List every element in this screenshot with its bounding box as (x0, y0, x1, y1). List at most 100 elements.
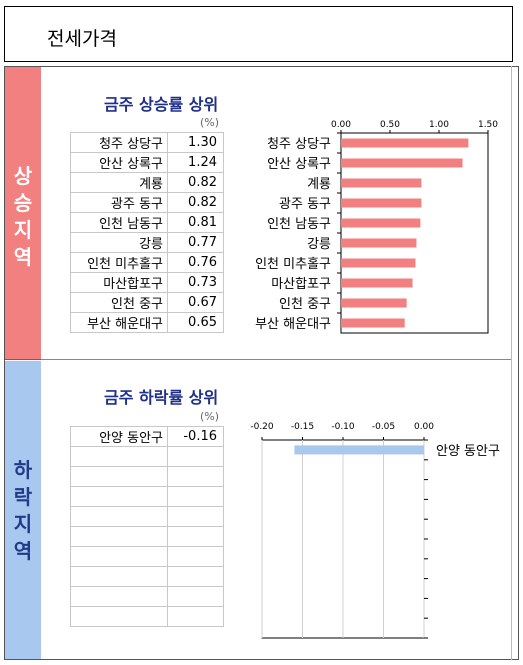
bar (341, 278, 413, 288)
table-row-empty (70, 606, 224, 627)
page-title-box: 전세가격 (4, 6, 513, 62)
table-row: 안산 상록구 1.24 (70, 152, 224, 173)
rise-table: 청주 상당구 1.30 안산 상록구 1.24 계룡 0.82 광주 동구 0.82 인천 남동… (70, 132, 224, 333)
band-label-char: 하 (13, 458, 33, 482)
category-label: 인천 미추홀구 (255, 257, 331, 272)
region-cell: 안산 상록구 (70, 152, 168, 173)
table-row-empty (70, 506, 224, 527)
table-row: 계룡 0.82 (70, 172, 224, 193)
category-label: 강릉 (307, 237, 331, 252)
x-tick-label: -0.15 (291, 422, 314, 432)
value-cell (167, 526, 224, 547)
region-cell (70, 546, 168, 567)
rise-section-title: 금주 상승률 상위 (104, 95, 219, 114)
category-label: 안산 상록구 (267, 157, 331, 172)
table-row-empty (70, 586, 224, 607)
category-label: 안양 동안구 (436, 444, 500, 459)
value-cell: 0.81 (167, 212, 224, 233)
bar (341, 298, 407, 308)
bar (341, 158, 463, 168)
table-row-empty (70, 466, 224, 487)
table-row: 인천 중구 0.67 (70, 292, 224, 313)
value-cell: 0.73 (167, 272, 224, 293)
x-tick-label: 0.50 (380, 120, 400, 130)
band-label-char: 지 (13, 512, 33, 536)
category-label: 계룡 (307, 177, 331, 192)
value-cell: 1.24 (167, 152, 224, 173)
fall-unit: (%) (200, 410, 220, 423)
page-title: 전세가격 (47, 28, 117, 50)
table-row: 마산합포구 0.73 (70, 272, 224, 293)
table-row: 강릉 0.77 (70, 232, 224, 253)
region-cell (70, 606, 168, 627)
region-cell: 마산합포구 (70, 272, 168, 293)
value-cell: 0.65 (167, 312, 224, 333)
table-row: 부산 해운대구 0.65 (70, 312, 224, 333)
value-cell: 0.82 (167, 192, 224, 213)
bar (341, 138, 469, 148)
section-divider (41, 359, 511, 360)
table-row-empty (70, 566, 224, 587)
table-row: 인천 미추홀구 0.76 (70, 252, 224, 273)
category-label: 광주 동구 (279, 197, 331, 212)
bar (341, 238, 417, 248)
bar (294, 445, 424, 455)
category-label: 청주 상당구 (267, 137, 331, 152)
table-row: 청주 상당구 1.30 (70, 132, 224, 153)
x-tick-label: 0.00 (414, 422, 434, 432)
value-cell (167, 566, 224, 587)
bar (341, 218, 421, 228)
rise-unit: (%) (200, 116, 220, 129)
region-cell: 광주 동구 (70, 192, 168, 213)
fall-table: 안양 동안구 -0.16 (70, 426, 224, 627)
table-row: 안양 동안구 -0.16 (70, 426, 224, 447)
value-cell (167, 466, 224, 487)
value-cell: -0.16 (167, 426, 224, 447)
table-row-empty (70, 546, 224, 567)
category-label: 인천 남동구 (267, 217, 331, 232)
region-cell: 강릉 (70, 232, 168, 253)
table-row-empty (70, 486, 224, 507)
region-cell (70, 466, 168, 487)
content-frame (4, 66, 519, 660)
bar (341, 258, 416, 268)
fall-section-title: 금주 하락률 상위 (104, 388, 219, 407)
category-label: 부산 해운대구 (255, 317, 331, 332)
region-cell: 인천 남동구 (70, 212, 168, 233)
table-row: 광주 동구 0.82 (70, 192, 224, 213)
band-label-char: 역 (13, 245, 33, 269)
band-label-char: 역 (13, 539, 33, 563)
category-label: 마산합포구 (271, 277, 331, 292)
fall-chart: -0.20 -0.15 -0.10 -0.05 0.00 안양 동안구 (250, 422, 500, 639)
region-cell: 계룡 (70, 172, 168, 193)
region-cell (70, 446, 168, 467)
region-cell (70, 586, 168, 607)
category-label: 인천 중구 (279, 297, 331, 312)
right-edge-line (511, 66, 512, 660)
band-label-char: 락 (13, 485, 33, 509)
value-cell: 0.67 (167, 292, 224, 313)
band-label-char: 상 (13, 164, 33, 188)
x-tick-label: 1.00 (429, 120, 449, 130)
region-cell: 청주 상당구 (70, 132, 168, 153)
table-row-empty (70, 446, 224, 467)
value-cell: 0.82 (167, 172, 224, 193)
value-cell (167, 586, 224, 607)
bar (341, 178, 422, 188)
value-cell: 0.77 (167, 232, 224, 253)
bar (341, 198, 422, 208)
value-cell: 0.76 (167, 252, 224, 273)
x-tick-label: -0.20 (250, 422, 274, 432)
value-cell (167, 546, 224, 567)
table-row-empty (70, 526, 224, 547)
region-cell: 인천 미추홀구 (70, 252, 168, 273)
x-tick-label: -0.05 (372, 422, 395, 432)
value-cell (167, 606, 224, 627)
band-label-char: 승 (13, 191, 33, 215)
value-cell (167, 486, 224, 507)
x-tick-label: -0.10 (331, 422, 355, 432)
